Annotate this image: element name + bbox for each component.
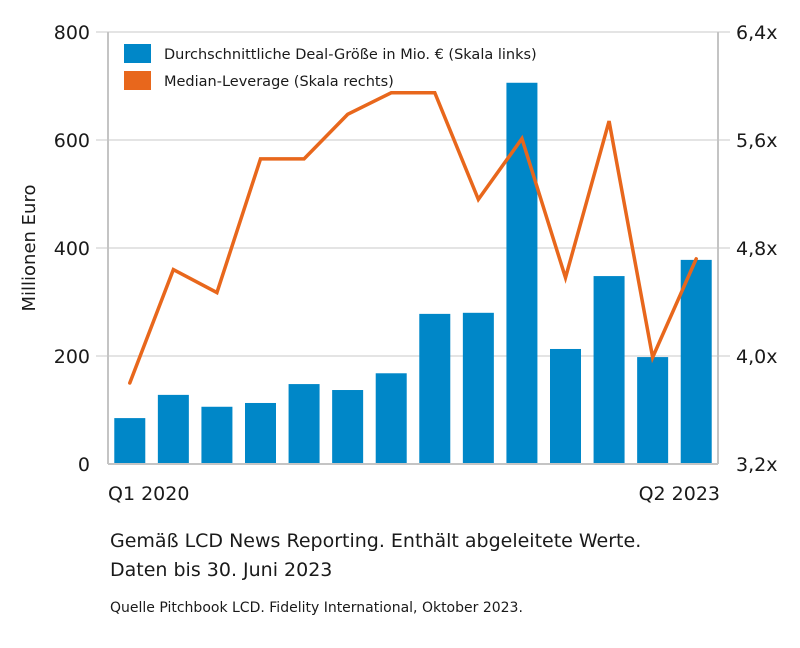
legend-label-deal-size: Durchschnittliche Deal-Größe in Mio. € (…	[164, 47, 537, 63]
bar	[462, 312, 494, 464]
left-axis-ticks: 0 200 400 600 800	[54, 22, 90, 476]
note-line-1: Gemäß LCD News Reporting. Enthält abgele…	[110, 530, 642, 552]
bar-series-deal-size	[114, 82, 712, 464]
y-right-tick-label: 3,2x	[736, 454, 777, 476]
y-left-tick-label: 600	[54, 130, 90, 152]
bar	[201, 406, 233, 464]
legend: Durchschnittliche Deal-Größe in Mio. € (…	[124, 44, 537, 90]
y-left-tick-label: 0	[78, 454, 90, 476]
y-left-tick-label: 800	[54, 22, 90, 44]
bar	[506, 82, 538, 464]
y-axis-left-title: Millionen Euro	[19, 185, 40, 312]
bar	[245, 402, 276, 464]
x-tick-first: Q1 2020	[108, 483, 189, 505]
legend-swatch-leverage	[124, 71, 151, 90]
y-right-tick-label: 4,0x	[736, 346, 777, 368]
bar	[680, 259, 712, 464]
y-right-tick-label: 4,8x	[736, 238, 777, 260]
combo-chart: 0 200 400 600 800 3,2x 4,0x 4,8x 5,6x 6,4x Milli…	[19, 22, 777, 505]
bar	[288, 384, 320, 464]
y-left-tick-label: 400	[54, 238, 90, 260]
y-left-tick-label: 200	[54, 346, 90, 368]
bar	[637, 357, 669, 464]
bar	[550, 348, 581, 464]
y-right-tick-label: 6,4x	[736, 22, 777, 44]
leverage-line	[128, 91, 698, 385]
line-series-leverage	[128, 91, 698, 385]
note-line-2: Daten bis 30. Juni 2023	[110, 559, 333, 581]
source-note: Quelle Pitchbook LCD. Fidelity Internati…	[110, 600, 523, 616]
bar	[157, 394, 189, 464]
bar	[593, 276, 625, 464]
y-right-tick-label: 5,6x	[736, 130, 777, 152]
bar	[332, 390, 364, 464]
bar	[375, 373, 407, 464]
bar	[114, 418, 146, 464]
chart-notes: Gemäß LCD News Reporting. Enthält abgele…	[110, 527, 641, 585]
x-tick-last: Q2 2023	[639, 483, 720, 505]
legend-label-leverage: Median-Leverage (Skala rechts)	[164, 74, 394, 90]
legend-swatch-deal-size	[124, 44, 151, 63]
right-axis-ticks: 3,2x 4,0x 4,8x 5,6x 6,4x	[736, 22, 777, 476]
bar	[419, 313, 451, 464]
axes	[107, 32, 719, 465]
